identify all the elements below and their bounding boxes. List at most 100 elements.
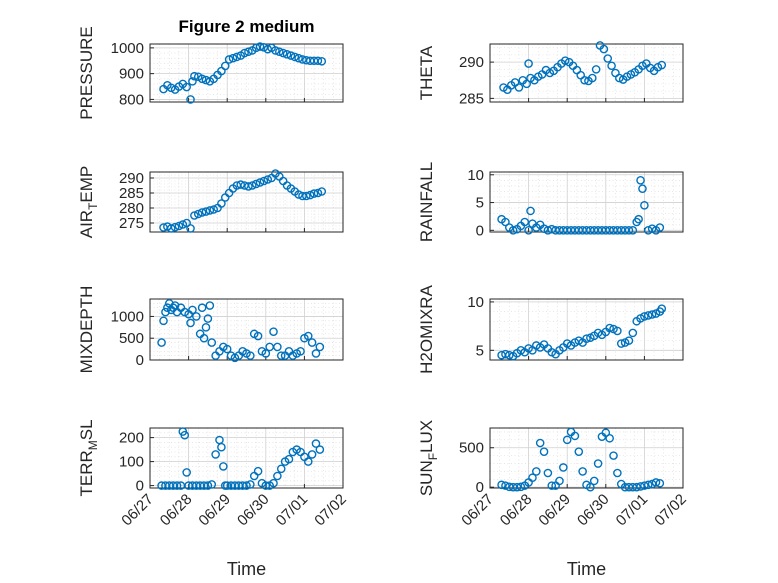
data-point: [170, 222, 180, 232]
axes-frame: [149, 298, 344, 361]
data-point: [263, 44, 273, 54]
data-point: [182, 468, 191, 477]
data-point: [535, 438, 545, 448]
data-point: [174, 221, 184, 231]
data-point: [180, 430, 190, 440]
data-point: [638, 184, 647, 193]
data-point: [317, 187, 327, 196]
data-point: [157, 338, 166, 347]
data-point: [188, 305, 197, 315]
axes-frame: [489, 43, 684, 103]
data-point: [520, 217, 530, 227]
data-point: [305, 190, 315, 200]
y-tick-label: 500: [119, 330, 144, 347]
data-point: [560, 56, 570, 65]
data-point: [599, 44, 609, 54]
data-point: [199, 333, 209, 343]
data-point: [512, 482, 522, 492]
data-point: [290, 52, 300, 62]
data-point: [302, 191, 311, 201]
y-tick-label: 290: [459, 54, 484, 71]
data-point: [220, 61, 230, 71]
x-tick-label: 07/02: [651, 491, 690, 530]
data-point: [634, 214, 643, 224]
data-point: [222, 344, 232, 354]
data-point: [624, 226, 634, 235]
y-tick-label: 280: [119, 200, 144, 217]
y-tick-label: 10: [467, 294, 484, 311]
data-point: [555, 476, 564, 486]
data-series: [159, 169, 327, 233]
y-tick-label: 285: [119, 185, 144, 202]
data-point: [640, 201, 649, 210]
data-point: [172, 481, 182, 490]
x-tick-label: 06/29: [195, 491, 234, 530]
data-series: [497, 304, 667, 361]
data-point: [296, 346, 305, 356]
data-point: [255, 42, 265, 51]
data-point: [315, 342, 325, 352]
data-point: [501, 349, 510, 359]
data-point: [247, 181, 257, 190]
data-point: [236, 180, 246, 189]
data-point: [197, 208, 207, 217]
y-tick-label: 1000: [111, 308, 144, 325]
y-tick-label: 800: [119, 91, 144, 108]
data-point: [616, 339, 626, 348]
data-point: [207, 338, 217, 347]
data-series: [157, 299, 325, 363]
data-point: [315, 445, 325, 454]
data-point: [255, 178, 265, 187]
data-point: [282, 50, 292, 59]
data-point: [211, 450, 220, 459]
data-point: [203, 481, 213, 490]
y-tick-label: 5: [476, 342, 484, 359]
data-point: [497, 480, 506, 490]
data-point: [311, 349, 321, 358]
data-point: [197, 303, 207, 313]
data-point: [193, 209, 203, 219]
data-point: [188, 77, 197, 86]
data-point: [269, 327, 278, 336]
data-point: [559, 463, 568, 472]
data-point: [197, 74, 207, 84]
y-axis-label: AIRTEMP: [77, 166, 100, 239]
data-point: [514, 83, 524, 92]
data-point: [657, 60, 667, 70]
x-tick-label: 07/02: [311, 491, 350, 530]
data-point: [232, 52, 242, 62]
y-axis-label: MIXDEPTH: [77, 286, 96, 374]
subplot-1: 800 900 1000 PRESSURE Figure 2 medium: [77, 17, 344, 120]
data-point: [524, 226, 533, 235]
x-tick-label: 06/27: [458, 491, 497, 530]
data-point: [244, 47, 253, 57]
data-point: [269, 478, 278, 488]
y-tick-label: 1000: [111, 40, 144, 57]
y-tick-label: 5: [476, 195, 484, 212]
data-point: [601, 428, 611, 438]
data-point: [219, 462, 228, 471]
subplot-8: 0 500 06/27 06/28 06/29 06/30 07/01 07/02 SUNFLU…: [417, 420, 690, 579]
data-point: [586, 482, 595, 492]
data-point: [205, 206, 215, 215]
data-point: [501, 217, 510, 227]
data-point: [657, 304, 667, 313]
data-point: [624, 336, 634, 345]
x-tick-label: 06/30: [574, 491, 613, 530]
x-tick-label: 06/30: [234, 491, 273, 530]
data-series: [159, 42, 327, 104]
data-point: [284, 454, 294, 464]
data-point: [582, 334, 591, 343]
data-point: [182, 82, 191, 92]
data-point: [240, 48, 249, 58]
data-point: [253, 466, 263, 476]
data-point: [632, 482, 641, 492]
y-tick-label: 285: [459, 90, 484, 107]
data-point: [278, 48, 288, 58]
data-point: [309, 189, 319, 198]
data-point: [186, 224, 195, 233]
data-point: [190, 211, 199, 220]
data-point: [259, 176, 269, 186]
data-point: [273, 342, 282, 352]
